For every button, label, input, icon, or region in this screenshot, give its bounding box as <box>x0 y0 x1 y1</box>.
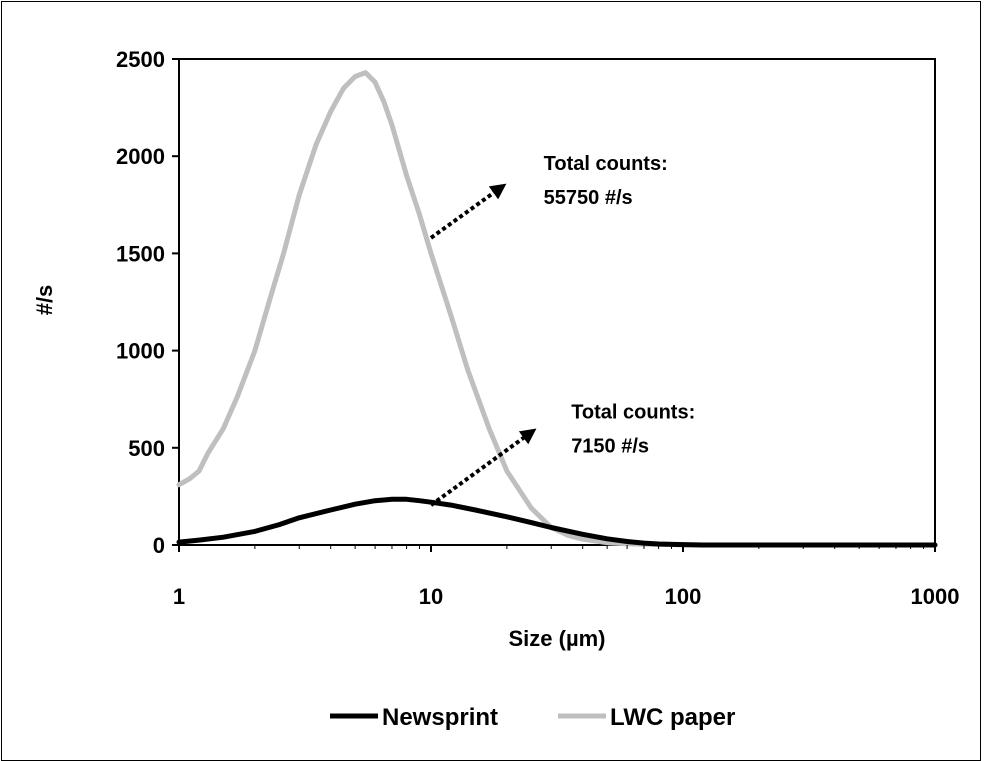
y-tick-label: 0 <box>153 533 165 558</box>
y-tick-label: 1500 <box>116 241 165 266</box>
x-tick-label: 1000 <box>911 584 960 609</box>
y-tick-label: 500 <box>128 436 165 461</box>
x-tick-label: 100 <box>665 584 702 609</box>
series-line-newsprint <box>176 496 938 548</box>
plot-area <box>178 58 936 546</box>
chart-svg: Total counts: 55750 #/s Total counts: 7150 … <box>32 47 959 731</box>
legend: Newsprint LWC paper <box>330 704 735 731</box>
legend-label-lwc-paper: LWC paper <box>610 704 735 731</box>
annotation-text-lwc: 55750 #/s <box>544 187 633 209</box>
annotation-text-news: 7150 #/s <box>571 436 649 458</box>
y-tick-label: 2000 <box>116 144 165 169</box>
series-layer <box>176 70 938 548</box>
annotation-arrow-lwc <box>429 183 507 240</box>
axes: 0 500 1000 1500 2000 2500 1 10 100 1000 <box>116 47 959 609</box>
annotations: Total counts: 55750 #/s Total counts: 7150 … <box>429 153 695 507</box>
y-axis-title: #/s <box>32 285 57 316</box>
legend-label-newsprint: Newsprint <box>382 704 498 731</box>
annotation-text-lwc: Total counts: <box>544 153 668 175</box>
x-axis-title: Size (µm) <box>508 626 605 651</box>
x-tick-label: 1 <box>173 584 185 609</box>
y-tick-label: 2500 <box>116 47 165 72</box>
plot-border <box>178 58 936 546</box>
y-tick-label: 1000 <box>116 339 165 364</box>
x-tick-label: 10 <box>419 584 443 609</box>
annotation-text-news: Total counts: <box>571 402 695 424</box>
